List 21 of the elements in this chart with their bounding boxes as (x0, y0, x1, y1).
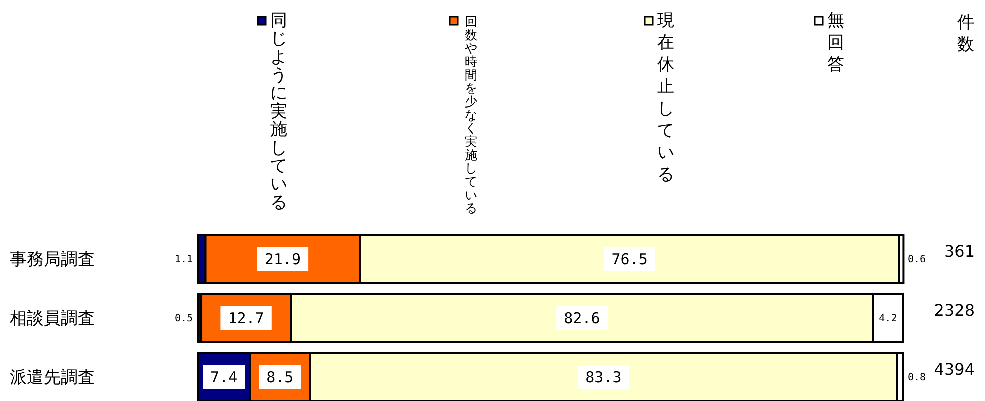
data-label: 0.6 (908, 254, 926, 266)
data-label: 0.8 (908, 372, 926, 384)
data-label: 7.4 (210, 368, 238, 386)
y-tick-label: 相談員調査 (10, 309, 95, 329)
text: 2328 (934, 301, 975, 320)
data-label: 83.3 (586, 368, 622, 386)
text: 4394 (934, 360, 975, 379)
data-label: 8.5 (266, 368, 294, 386)
legend-label: 無回答 (828, 11, 844, 75)
data-label: 0.5 (174, 314, 194, 325)
data-label: 76.5 (612, 250, 648, 268)
legend-label: 現在休止している (658, 11, 674, 185)
y-tick-label: 事務局調査 (10, 250, 95, 270)
y-tick-label: 派遣先調査 (10, 368, 95, 388)
data-label: 1.1 (174, 254, 194, 266)
data-label: 82.6 (564, 309, 600, 328)
data-label: 12.7 (228, 309, 264, 328)
data-label: 4.2 (879, 314, 898, 325)
text: 件数 (958, 13, 974, 55)
data-label: 21.9 (264, 250, 302, 268)
text: 361 (944, 242, 975, 261)
